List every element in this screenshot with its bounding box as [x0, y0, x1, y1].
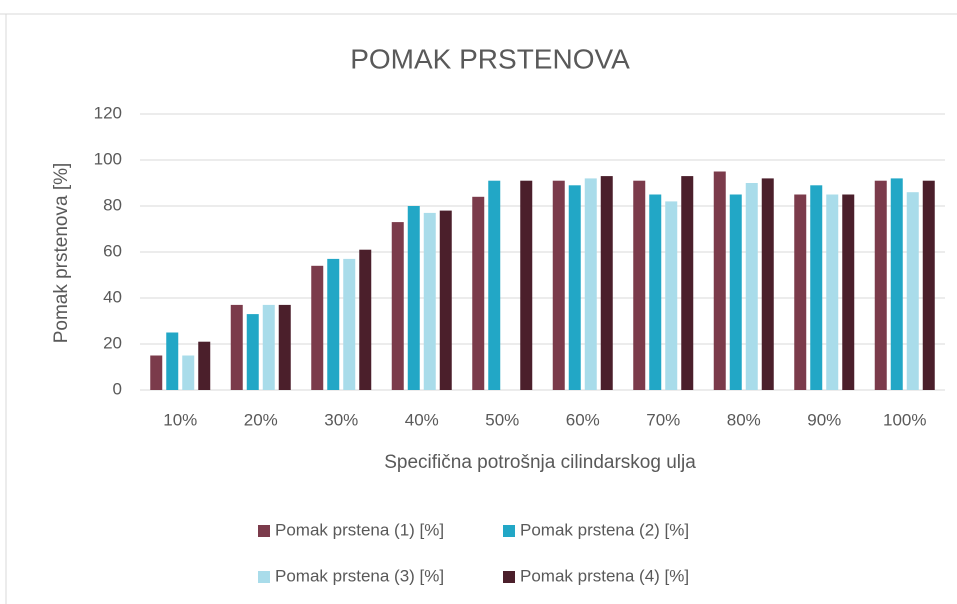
- bar: [182, 355, 195, 390]
- legend-label: Pomak prstena (3) [%]: [275, 566, 444, 585]
- bar: [439, 210, 452, 390]
- x-tick-label: 90%: [807, 410, 841, 429]
- bar: [246, 314, 259, 390]
- y-tick-label: 120: [94, 103, 122, 122]
- bar: [407, 206, 420, 390]
- bar: [600, 176, 613, 390]
- x-tick-label: 30%: [324, 410, 358, 429]
- bar: [713, 171, 726, 390]
- legend-swatch: [503, 525, 515, 537]
- bar: [584, 178, 597, 390]
- bar: [150, 355, 163, 390]
- bar: [472, 196, 485, 390]
- bar: [520, 180, 533, 390]
- bar: [890, 178, 903, 390]
- bar: [649, 194, 662, 390]
- bar: [906, 192, 919, 390]
- bar: [794, 194, 807, 390]
- y-tick-label: 0: [113, 379, 122, 398]
- bar: [488, 180, 501, 390]
- legend-swatch: [258, 525, 270, 537]
- bar: [810, 185, 823, 390]
- x-tick-label: 40%: [405, 410, 439, 429]
- x-tick-label: 50%: [485, 410, 519, 429]
- y-tick-label: 20: [103, 333, 122, 352]
- legend-swatch: [258, 571, 270, 583]
- bar: [729, 194, 742, 390]
- bar: [278, 304, 291, 390]
- bar: [826, 194, 839, 390]
- bar: [423, 212, 436, 390]
- bar: [552, 180, 565, 390]
- x-tick-label: 60%: [566, 410, 600, 429]
- y-tick-label: 100: [94, 149, 122, 168]
- bar: [745, 183, 758, 390]
- bar: [198, 341, 211, 390]
- x-axis-title: Specifična potrošnja cilindarskog ulja: [384, 452, 696, 473]
- bar: [343, 258, 356, 390]
- chart-title: POMAK PRSTENOVA: [350, 43, 630, 74]
- y-tick-label: 40: [103, 287, 122, 306]
- x-tick-label: 70%: [646, 410, 680, 429]
- y-tick-label: 80: [103, 195, 122, 214]
- bar: [391, 222, 404, 390]
- bar: [681, 176, 694, 390]
- y-tick-label: 60: [103, 241, 122, 260]
- bar: [327, 258, 340, 390]
- legend-label: Pomak prstena (4) [%]: [520, 566, 689, 585]
- bar: [761, 178, 774, 390]
- bar: [665, 201, 678, 390]
- bar: [230, 304, 243, 390]
- bar: [633, 180, 646, 390]
- x-tick-label: 100%: [883, 410, 926, 429]
- y-axis-title: Pomak prstenova [%]: [51, 163, 72, 344]
- bar: [842, 194, 855, 390]
- legend-label: Pomak prstena (1) [%]: [275, 520, 444, 539]
- bar: [166, 332, 179, 390]
- legend-label: Pomak prstena (2) [%]: [520, 520, 689, 539]
- bar: [874, 180, 887, 390]
- bar: [359, 249, 372, 390]
- x-tick-label: 10%: [163, 410, 197, 429]
- x-tick-label: 80%: [727, 410, 761, 429]
- bar: [311, 265, 324, 390]
- x-tick-label: 20%: [244, 410, 278, 429]
- legend-swatch: [503, 571, 515, 583]
- bar: [922, 180, 935, 390]
- bar: [568, 185, 581, 390]
- bar: [262, 304, 275, 390]
